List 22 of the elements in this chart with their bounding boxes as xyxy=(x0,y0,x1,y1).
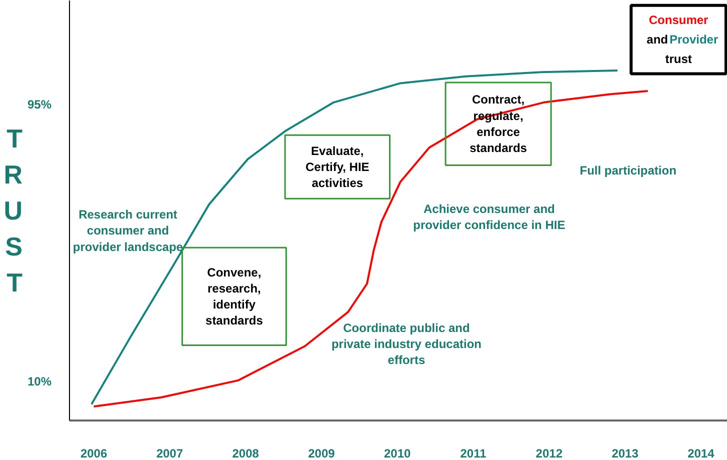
x-tick-label: 2007 xyxy=(156,446,184,460)
x-tick-label: 2010 xyxy=(384,446,412,460)
annotation: Evaluate, Certify, HIE activities xyxy=(306,144,370,190)
x-tick-label: 2011 xyxy=(460,446,487,460)
x-tick-label: 2012 xyxy=(536,446,563,460)
x-tick-label: 2014 xyxy=(688,446,715,460)
annotation: Convene, research, identify standards xyxy=(206,265,264,328)
x-tick-label: 2013 xyxy=(612,446,639,460)
x-tick-label: 2008 xyxy=(232,446,260,460)
x-tick-label: 2009 xyxy=(308,446,336,460)
y-tick-label: 95% xyxy=(27,98,52,112)
annotation: Full participation xyxy=(580,163,676,178)
y-axis-title: TRUST xyxy=(4,124,23,298)
y-tick-label: 10% xyxy=(27,374,52,388)
x-tick-label: 2006 xyxy=(80,446,108,460)
text: Provider xyxy=(669,32,718,47)
annotation: trust xyxy=(665,52,692,66)
annotation: Research current consumer and provider landscape xyxy=(72,208,184,254)
annotation: Achieve consumer and provider confidence in HIE xyxy=(413,202,566,232)
text: Consumer xyxy=(648,13,709,28)
annotation: Coordinate public and private industry education efforts xyxy=(331,320,482,368)
annotation: and xyxy=(646,32,668,47)
